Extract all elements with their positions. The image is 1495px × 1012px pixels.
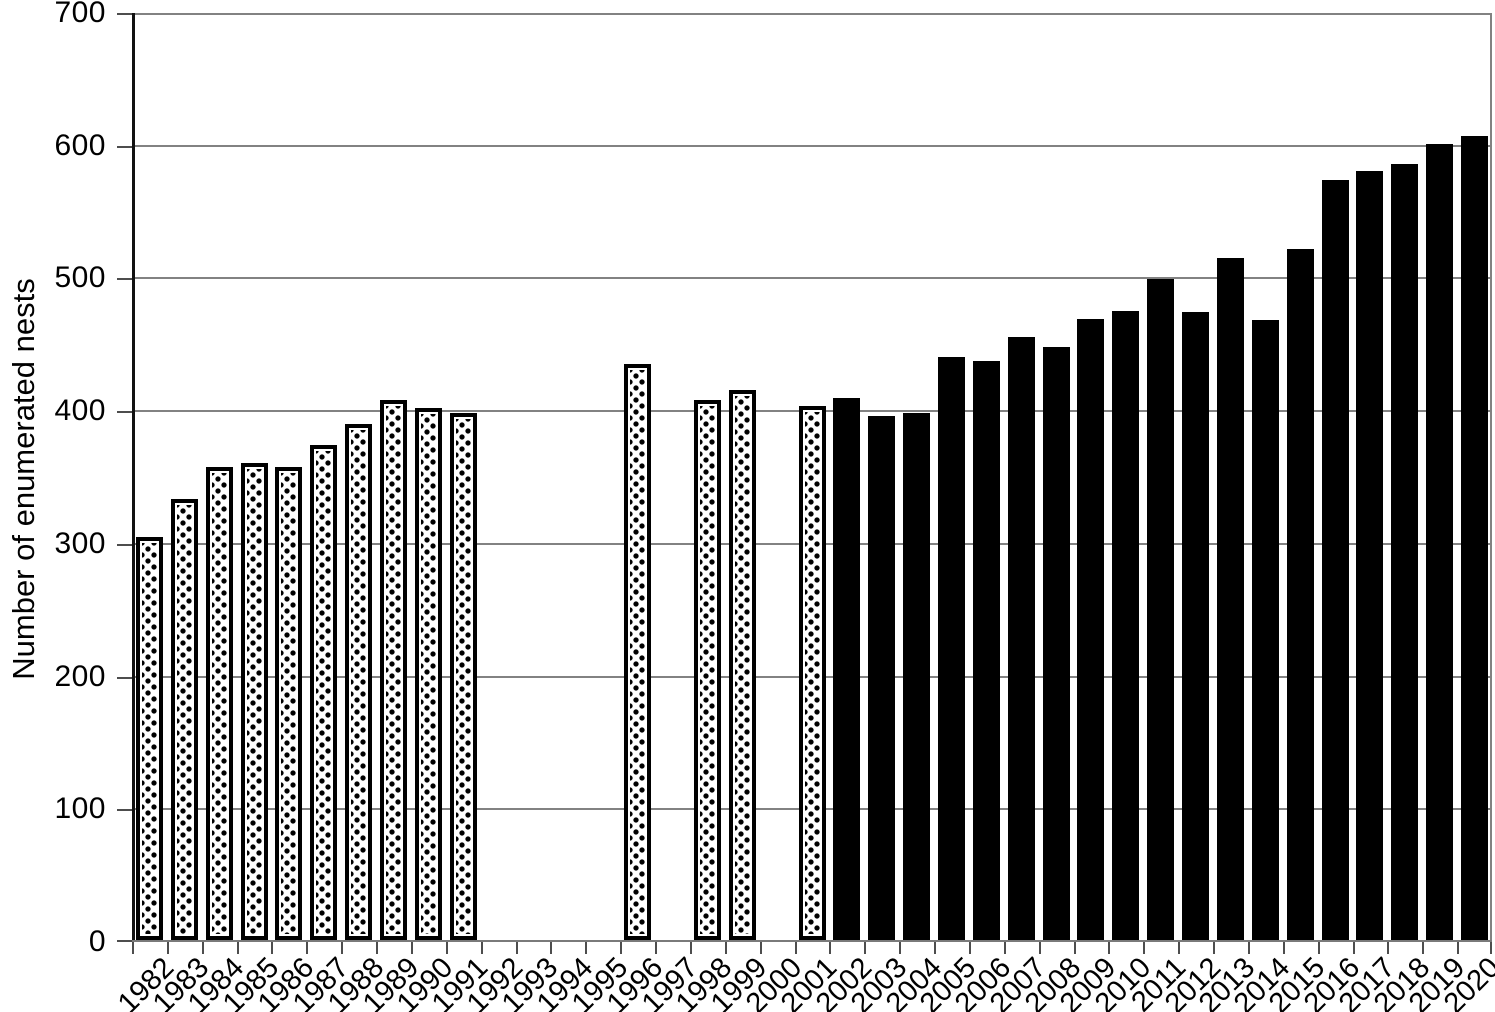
y-tick-label-500: 500	[54, 261, 106, 295]
x-tick-6	[341, 942, 344, 954]
y-tick-label-300: 300	[54, 526, 106, 560]
x-tick-10	[480, 942, 483, 954]
x-tick-20	[829, 942, 832, 954]
x-tick-3	[236, 942, 239, 954]
x-tick-29	[1143, 942, 1146, 954]
x-tick-24	[968, 942, 971, 954]
x-tick-23	[934, 942, 937, 954]
bar-2019	[1426, 144, 1454, 940]
y-tick-500	[117, 278, 132, 281]
bar-1990	[414, 407, 442, 940]
y-tick-label-200: 200	[54, 659, 106, 693]
bar-2015	[1286, 248, 1314, 940]
x-tick-32	[1247, 942, 1250, 954]
x-tick-35	[1352, 942, 1355, 954]
y-tick-0	[117, 940, 132, 942]
bar-1998	[693, 399, 721, 940]
x-tick-34	[1317, 942, 1320, 954]
x-tick-4	[271, 942, 274, 954]
x-axis-line	[132, 940, 1492, 942]
bar-1985	[240, 463, 268, 940]
y-tick-700	[117, 13, 132, 15]
bar-2014	[1251, 320, 1279, 940]
x-tick-19	[794, 942, 797, 954]
bar-2001	[798, 406, 826, 940]
bar-2018	[1391, 163, 1419, 940]
bar-2017	[1356, 170, 1384, 940]
x-tick-26	[1038, 942, 1041, 954]
y-tick-label-0: 0	[88, 925, 106, 958]
bar-2004	[903, 412, 931, 940]
x-tick-17	[724, 942, 727, 954]
bar-2002	[833, 398, 861, 940]
bar-1988	[345, 423, 373, 940]
x-tick-7	[376, 942, 379, 954]
x-tick-2	[201, 942, 204, 954]
bar-2016	[1321, 179, 1349, 940]
x-tick-28	[1108, 942, 1111, 954]
x-tick-14	[620, 942, 623, 954]
bar-1987	[310, 444, 338, 940]
x-tick-0	[132, 942, 134, 954]
plot-right-border	[1490, 13, 1492, 942]
x-tick-25	[1003, 942, 1006, 954]
bar-2006	[972, 361, 1000, 940]
y-tick-100	[117, 809, 132, 812]
bar-2020	[1461, 136, 1489, 940]
y-tick-300	[117, 543, 132, 546]
x-tick-39	[1490, 942, 1492, 954]
x-tick-33	[1282, 942, 1285, 954]
x-tick-11	[515, 942, 518, 954]
y-tick-label-600: 600	[54, 128, 106, 162]
x-tick-21	[864, 942, 867, 954]
x-tick-9	[445, 942, 448, 954]
bar-2007	[1007, 337, 1035, 940]
plot-area	[117, 13, 1492, 954]
x-tick-31	[1213, 942, 1216, 954]
bar-2009	[1077, 318, 1105, 940]
bar-2008	[1042, 346, 1070, 940]
gridline-600	[132, 144, 1492, 147]
x-tick-18	[759, 942, 762, 954]
y-axis-title: Number of enumerated nests	[6, 278, 41, 680]
bar-1991	[449, 412, 477, 940]
x-tick-12	[550, 942, 553, 954]
y-axis-line	[132, 13, 135, 942]
x-tick-37	[1422, 942, 1425, 954]
y-tick-label-100: 100	[54, 792, 106, 826]
x-tick-5	[306, 942, 309, 954]
bar-2013	[1216, 258, 1244, 940]
bar-1989	[380, 399, 408, 940]
x-tick-16	[689, 942, 692, 954]
bar-2010	[1112, 310, 1140, 940]
x-tick-8	[410, 942, 413, 954]
x-tick-1	[166, 942, 169, 954]
bar-1996	[624, 363, 652, 940]
x-tick-38	[1457, 942, 1460, 954]
bar-1999	[728, 390, 756, 940]
y-tick-200	[117, 676, 132, 679]
y-tick-label-700: 700	[54, 0, 106, 29]
gridline-500	[132, 277, 1492, 280]
plot-top-border	[132, 13, 1492, 15]
y-tick-600	[117, 145, 132, 148]
x-tick-15	[655, 942, 658, 954]
x-tick-13	[585, 942, 588, 954]
x-tick-27	[1073, 942, 1076, 954]
bar-1986	[275, 467, 303, 940]
bar-1984	[205, 467, 233, 940]
bar-1983	[170, 499, 198, 940]
x-tick-30	[1178, 942, 1181, 954]
bar-2012	[1182, 312, 1210, 940]
bar-1982	[135, 537, 163, 940]
y-tick-label-400: 400	[54, 394, 106, 428]
bar-2005	[937, 357, 965, 940]
bar-2011	[1147, 279, 1175, 940]
x-tick-22	[899, 942, 902, 954]
bar-2003	[868, 415, 896, 940]
x-tick-36	[1387, 942, 1390, 954]
y-tick-400	[117, 411, 132, 414]
